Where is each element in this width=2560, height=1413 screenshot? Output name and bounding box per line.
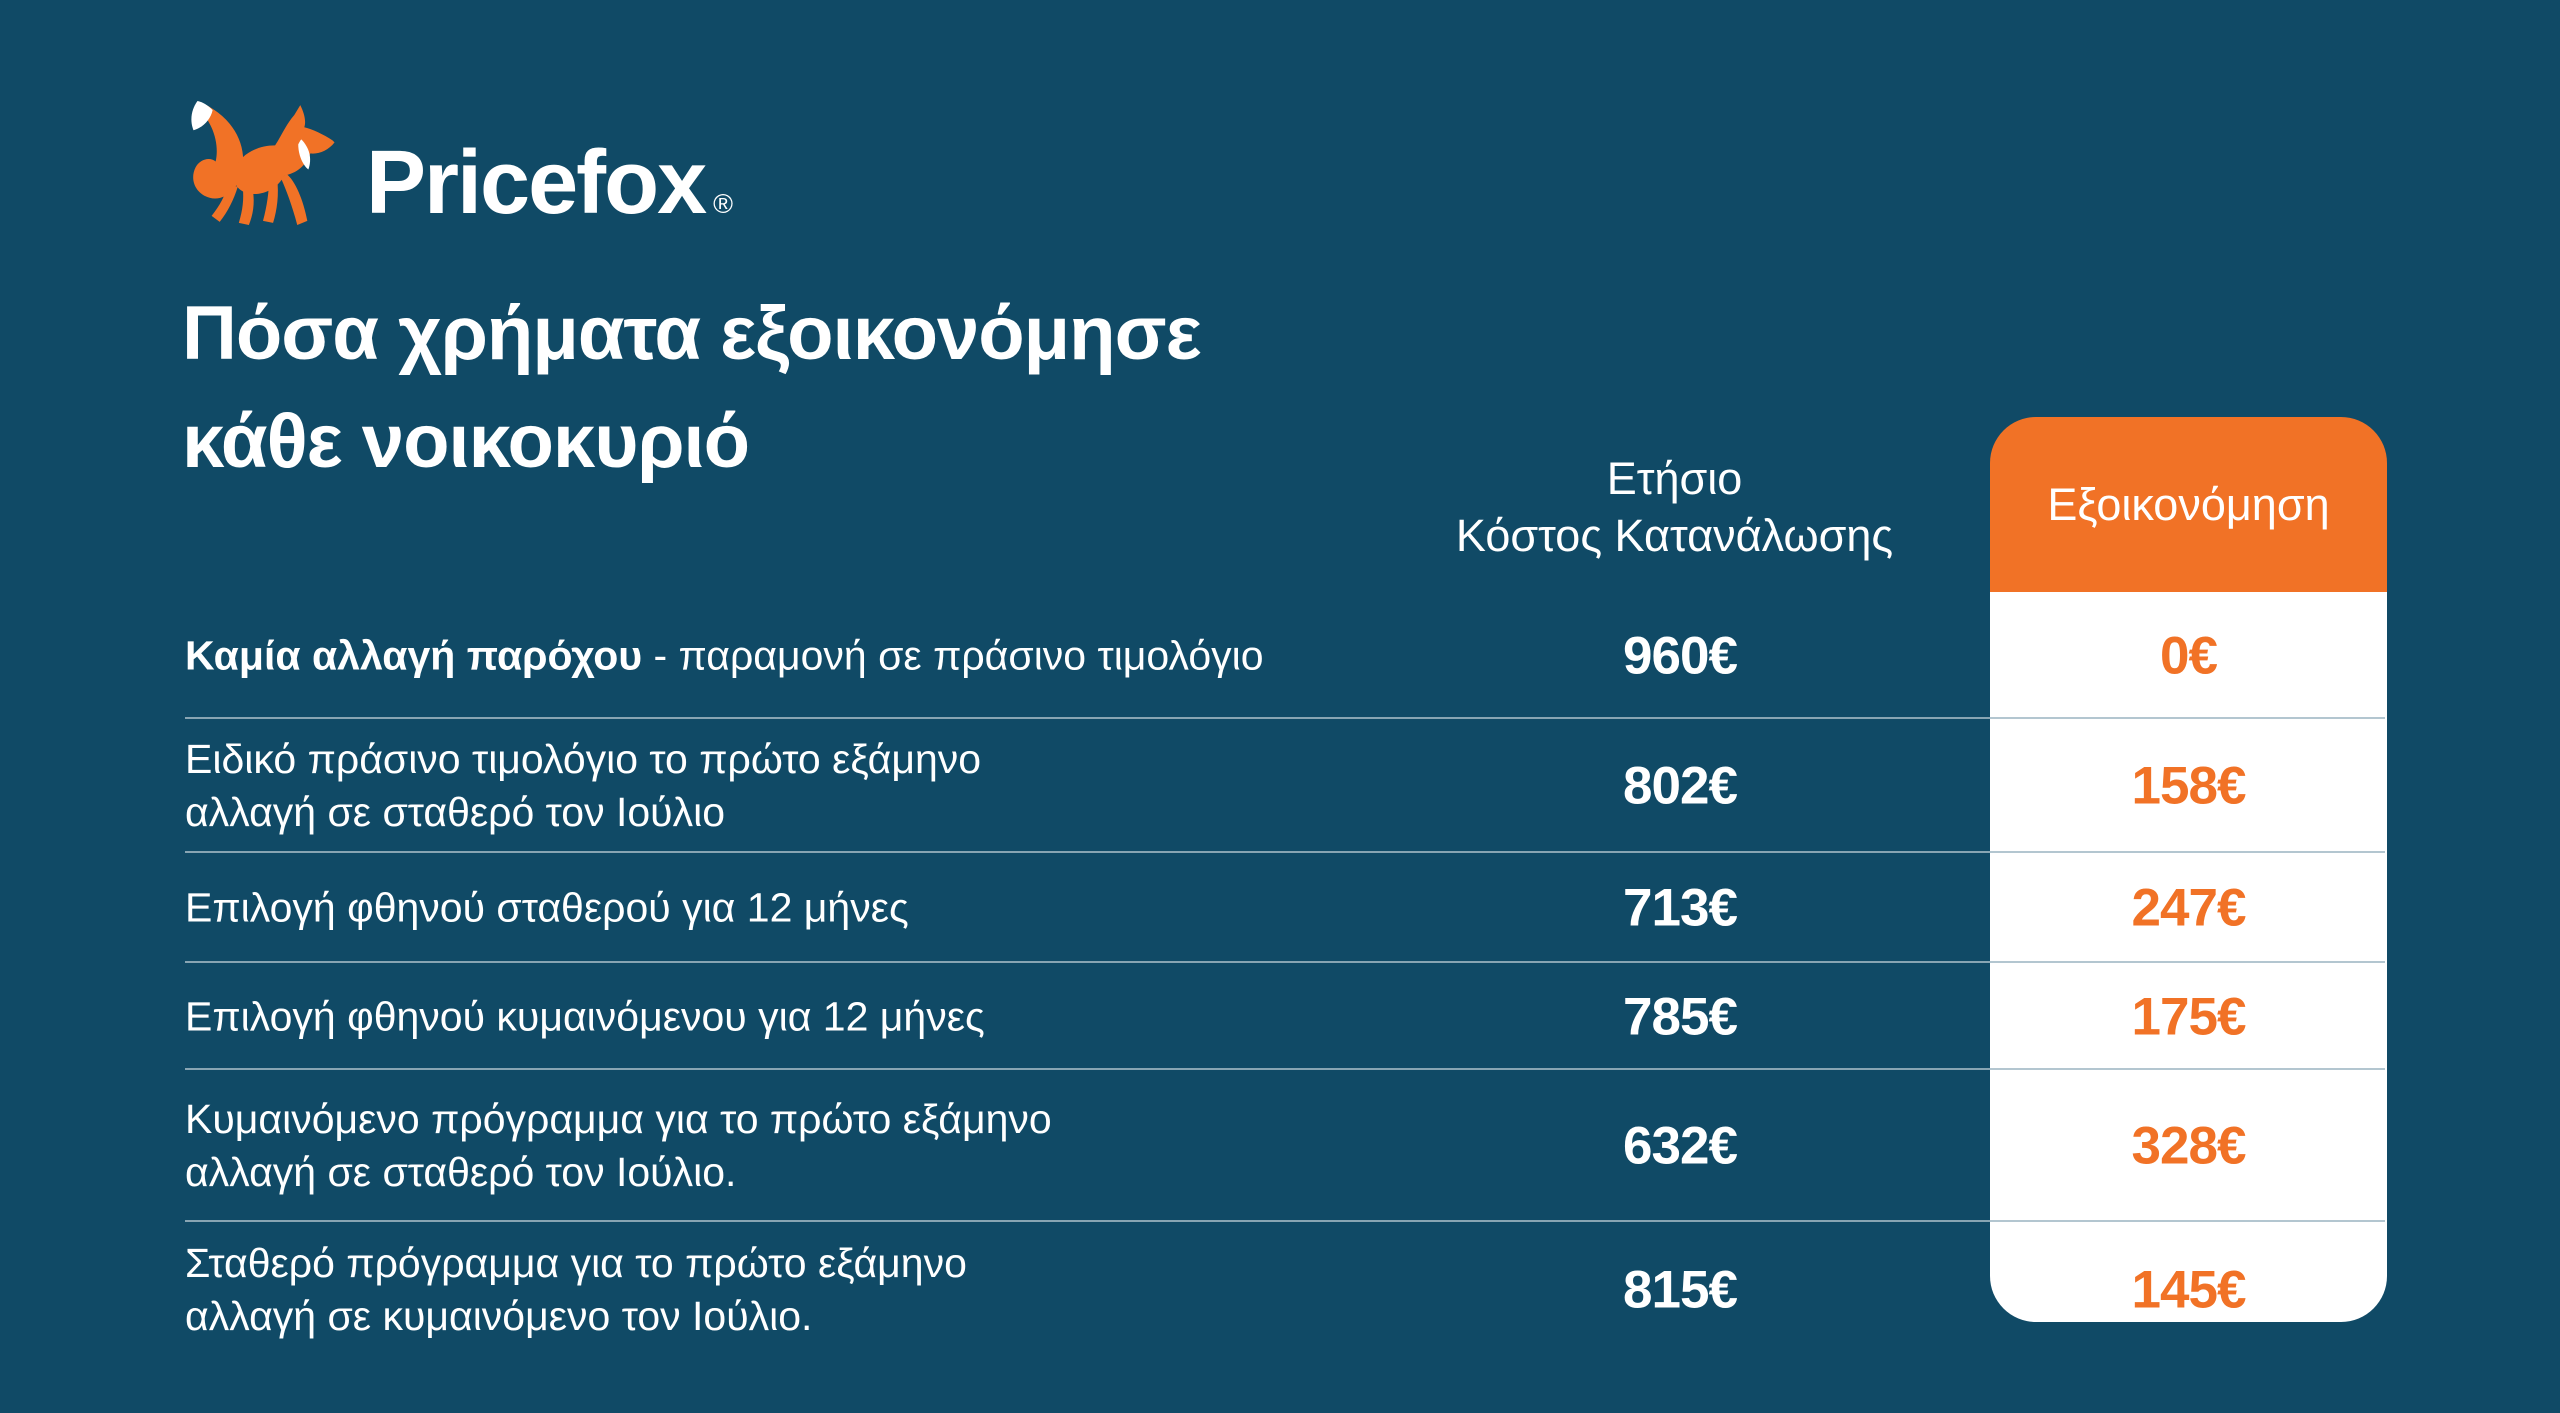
brand-wordmark: Pricefox ®: [366, 138, 733, 228]
saving-value: 328€: [2131, 1116, 2247, 1176]
page-title: Πόσα χρήματα εξοικονόμησε κάθε νοικοκυρι…: [182, 280, 1202, 496]
annual-cost-value: 713€: [1623, 878, 1738, 938]
table-row: Καμία αλλαγή παρόχου - παραμονή σε πράσι…: [185, 592, 2385, 719]
row-divider-dark-segment: [185, 717, 1990, 719]
savings-column-header: Εξοικονόμηση: [1990, 417, 2387, 592]
row-divider-dark-segment: [185, 1220, 1990, 1222]
annual-cost-value: 802€: [1623, 756, 1738, 816]
row-label-text: Ειδικό πράσινο τιμολόγιο το πρώτο εξάμην…: [185, 736, 982, 782]
row-divider-light-segment: [1990, 1068, 2385, 1070]
row-divider: [185, 961, 2385, 963]
table-row: Κυμαινόμενο πρόγραμμα για το πρώτο εξάμη…: [185, 1070, 2385, 1222]
row-label: Επιλογή φθηνού κυμαινόμενου για 12 μήνες: [185, 990, 985, 1043]
table-row: Επιλογή φθηνού σταθερού για 12 μήνες 713…: [185, 853, 2385, 963]
cost-column-header: Ετήσιο Κόστος Κατανάλωσης: [1402, 450, 1947, 564]
row-label-line2: αλλαγή σε σταθερό τον Ιούλιο.: [185, 1149, 737, 1195]
savings-column-panel: [1990, 592, 2387, 1322]
row-divider-light-segment: [1990, 961, 2385, 963]
annual-cost-value: 632€: [1623, 1116, 1738, 1176]
row-divider: [185, 1068, 2385, 1070]
row-divider: [185, 1220, 2385, 1222]
annual-cost-value: 785€: [1623, 987, 1738, 1046]
pricefox-fox-logo-icon: [191, 101, 335, 225]
row-label-line2: αλλαγή σε σταθερό τον Ιούλιο: [185, 789, 726, 835]
row-label: Σταθερό πρόγραμμα για το πρώτο εξάμηνο α…: [185, 1237, 967, 1343]
annual-cost-value: 815€: [1623, 1260, 1738, 1320]
page-title-line1: Πόσα χρήματα εξοικονόμησε: [182, 291, 1202, 376]
row-divider: [185, 717, 2385, 719]
row-divider-light-segment: [1990, 851, 2385, 853]
row-label-bold: Καμία αλλαγή παρόχου: [185, 632, 643, 678]
page-title-line2: κάθε νοικοκυριό: [182, 399, 750, 484]
row-divider-light-segment: [1990, 717, 2385, 719]
table-row: Σταθερό πρόγραμμα για το πρώτο εξάμηνο α…: [185, 1222, 2385, 1358]
saving-value: 145€: [2131, 1260, 2247, 1320]
row-label-text: Κυμαινόμενο πρόγραμμα για το πρώτο εξάμη…: [185, 1096, 1052, 1142]
row-divider-dark-segment: [185, 961, 1990, 963]
cost-column-header-line2: Κόστος Κατανάλωσης: [1455, 510, 1894, 561]
saving-value: 175€: [2131, 987, 2247, 1046]
row-divider-dark-segment: [185, 851, 1990, 853]
row-label: Καμία αλλαγή παρόχου - παραμονή σε πράσι…: [185, 629, 1264, 682]
saving-value: 247€: [2131, 878, 2247, 938]
registered-trademark: ®: [713, 189, 734, 219]
row-label-text: Επιλογή φθηνού κυμαινόμενου για 12 μήνες: [185, 993, 985, 1039]
row-divider-dark-segment: [185, 1068, 1990, 1070]
savings-column-header-label: Εξοικονόμηση: [2047, 478, 2330, 530]
saving-value: 158€: [2131, 756, 2247, 816]
row-divider-light-segment: [1990, 1220, 2385, 1222]
row-label-line2: αλλαγή σε κυμαινόμενο τον Ιούλιο.: [185, 1293, 813, 1339]
annual-cost-value: 960€: [1623, 626, 1738, 685]
cost-column-header-line1: Ετήσιο: [1606, 453, 1743, 504]
row-label: Ειδικό πράσινο τιμολόγιο το πρώτο εξάμην…: [185, 733, 981, 839]
brand-name: Pricefox: [366, 133, 707, 233]
row-label-text: Σταθερό πρόγραμμα για το πρώτο εξάμηνο: [185, 1240, 967, 1286]
row-label-text: Επιλογή φθηνού σταθερού για 12 μήνες: [185, 884, 909, 931]
row-label-text: - παραμονή σε πράσινο τιμολόγιο: [642, 632, 1264, 678]
table-row: Ειδικό πράσινο τιμολόγιο το πρώτο εξάμην…: [185, 719, 2385, 853]
saving-value: 0€: [2160, 626, 2218, 685]
table-row: Επιλογή φθηνού κυμαινόμενου για 12 μήνες…: [185, 963, 2385, 1070]
row-divider: [185, 851, 2385, 853]
row-label: Κυμαινόμενο πρόγραμμα για το πρώτο εξάμη…: [185, 1093, 1052, 1199]
row-label: Επιλογή φθηνού σταθερού για 12 μήνες: [185, 882, 909, 935]
